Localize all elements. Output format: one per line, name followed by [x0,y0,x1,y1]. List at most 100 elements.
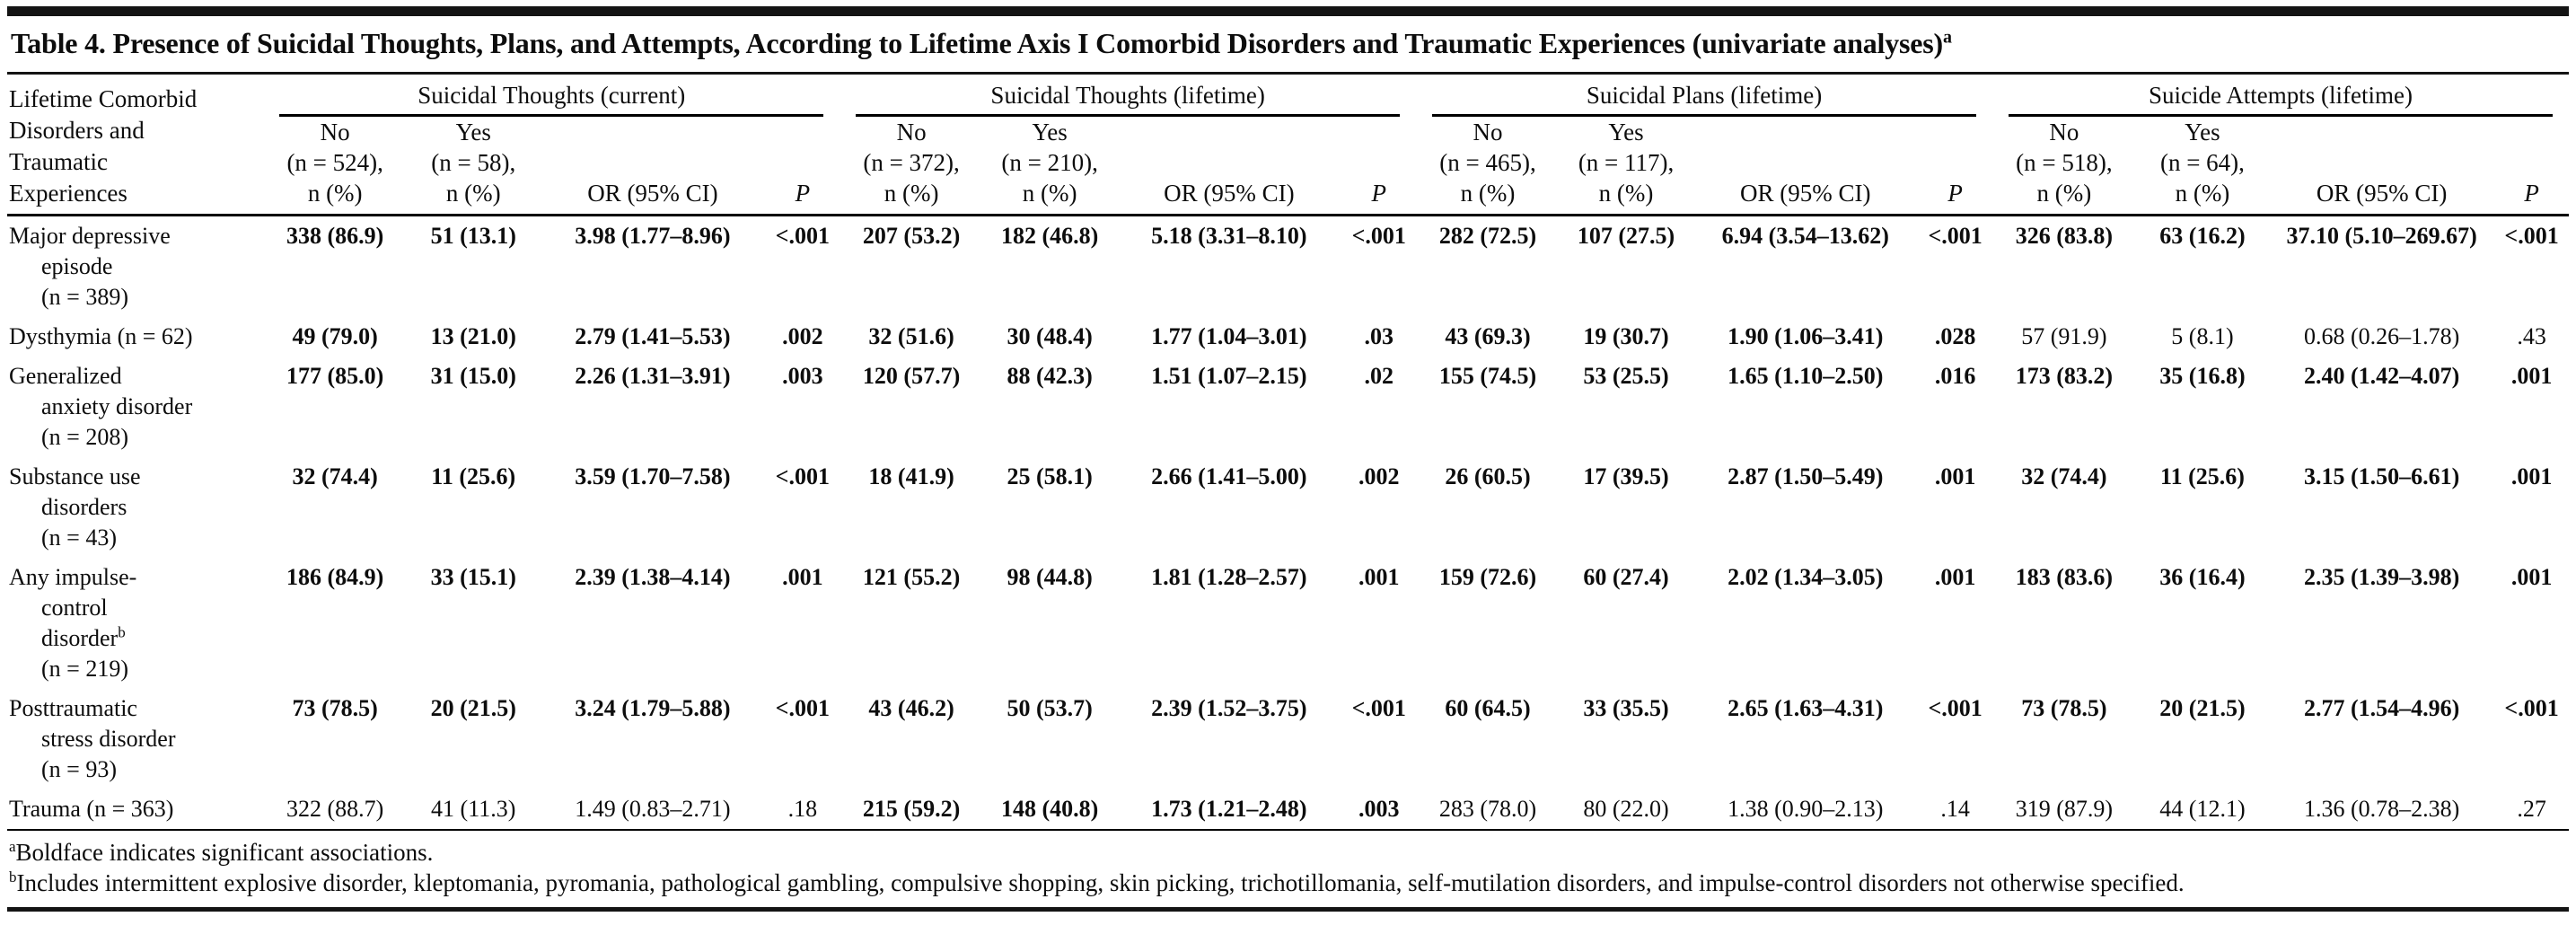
row-label-line: Posttraumatic [9,695,137,721]
row-label-line: Generalized [9,363,122,389]
table-cell: 1.38 (0.90–2.13) [1692,789,1919,831]
subcolumn-header-line: No [896,119,927,145]
table-cell: <.001 [1928,695,1983,721]
table-cell: 26 (60.5) [1445,463,1531,489]
subcolumn-header: No (n = 372), n (%) [840,117,983,216]
table-title: Table 4. Presence of Suicidal Thoughts, … [7,16,2569,75]
table-cell: <.001 [1351,695,1406,721]
subcolumn-header-line: (n = 372), [863,149,960,176]
table-cell: .016 [1934,363,1976,389]
table-cell: 32 (74.4) [2021,463,2107,489]
footnote-marker: a [9,838,16,855]
table-cell: 107 (27.5) [1577,223,1675,249]
table-row: Substance use disorders (n = 43) 32 (74.4) 1… [7,457,2569,558]
table-cell: 2.35 (1.39–3.98) [2303,564,2460,590]
subcolumn-header: Yes (n = 117), n (%) [1559,117,1693,216]
table-cell: 20 (21.5) [2159,695,2246,721]
subcolumn-header-line: Yes [2185,119,2220,145]
table-cell: 338 (86.9) [286,223,384,249]
table-cell: 186 (84.9) [286,564,384,590]
table-cell: 3.59 (1.70–7.58) [575,463,731,489]
table-cell: 207 (53.2) [862,223,961,249]
footnote-text: Boldface indicates significant associati… [15,839,434,866]
subcolumn-header-line: No [2049,119,2079,145]
subcolumn-header-line: (n = 64), [2159,149,2245,176]
stub-header-line: Lifetime Comorbid [9,85,198,112]
subcolumn-header-line: n (%) [1022,180,1077,207]
table-cell: 44 (12.1) [2135,789,2270,831]
table-cell: 2.77 (1.54–4.96) [2303,695,2460,721]
table-cell: <.001 [775,695,830,721]
column-group-header-1: Suicidal Thoughts (current) [263,75,840,117]
table-cell: .001 [2510,564,2553,590]
row-label-line: Trauma (n = 363) [9,796,174,822]
row-label: Major depressive episode (n = 389) [7,216,263,318]
table-cell: .003 [782,363,823,389]
table-cell: 33 (15.1) [430,564,516,590]
table-header: Lifetime Comorbid Disorders and Traumatic E… [7,75,2569,216]
subcolumn-header: P [2494,117,2569,216]
table-cell: 6.94 (3.54–13.62) [1721,223,1889,249]
subcolumn-header-line: Yes [1608,119,1644,145]
subcolumn-header-line: (n = 524), [286,149,383,176]
table-cell: 148 (40.8) [982,789,1117,831]
table-cell: 2.02 (1.34–3.05) [1728,564,1884,590]
column-group-label: Suicidal Thoughts (current) [279,82,824,117]
row-label-line: (n = 219) [41,656,128,682]
table-cell: <.001 [1928,223,1983,249]
subcolumn-header: P [765,117,840,216]
table-title-footnote-marker: a [1942,27,1952,48]
table-cell: .001 [1358,564,1400,590]
table-cell: 80 (22.0) [1559,789,1693,831]
row-label: Posttraumatic stress disorder (n = 93) [7,689,263,789]
table-cell: 173 (83.2) [2015,363,2114,389]
subcolumn-header-line: (n = 58), [431,149,516,176]
subcolumn-header-line: OR (95% CI) [587,180,718,207]
row-label-line: Any impulse- [9,564,137,590]
table-cell: 98 (44.8) [1007,564,1093,590]
footnotes: aBoldface indicates significant associat… [7,831,2569,905]
table-cell: 63 (16.2) [2159,223,2246,249]
row-label-line: Major depressive [9,223,171,249]
table-cell: 11 (25.6) [431,463,516,489]
table-cell: 73 (78.5) [2021,695,2107,721]
subcolumn-header-line: (n = 465), [1439,149,1536,176]
table-cell: 182 (46.8) [1000,223,1099,249]
table-cell: 50 (53.7) [1007,695,1093,721]
row-label-line: disorderb [41,623,126,651]
footnote: aBoldface indicates significant associat… [9,837,2567,868]
row-label: Generalized anxiety disorder (n = 208) [7,357,263,457]
table-cell: <.001 [1351,223,1406,249]
table-cell: 159 (72.6) [1438,564,1537,590]
row-label-line: (n = 43) [41,524,117,551]
table-cell: 2.79 (1.41–5.53) [575,323,731,349]
table-cell: 57 (91.9) [2021,323,2107,349]
table-cell: 2.87 (1.50–5.49) [1728,463,1884,489]
table-cell: .003 [1341,789,1417,831]
subcolumn-header-line: (n = 117), [1578,149,1675,176]
table-cell: .02 [1364,363,1394,389]
table-cell: 60 (64.5) [1445,695,1531,721]
table-cell: 2.39 (1.52–3.75) [1151,695,1307,721]
table-cell: 1.49 (0.83–2.71) [540,789,766,831]
table-cell: 2.66 (1.41–5.00) [1151,463,1307,489]
table-cell: 31 (15.0) [430,363,516,389]
table-cell: 33 (35.5) [1583,695,1669,721]
subcolumn-header-line: n (%) [1460,180,1516,207]
row-label-line: stress disorder [41,726,176,752]
subcolumn-header-line: Yes [1032,119,1068,145]
table-cell: .27 [2494,789,2569,831]
subcolumn-header-line: P [1947,180,1963,207]
bottom-rule [7,907,2569,912]
table-row: Dysthymia (n = 62) 49 (79.0) 13 (21.0) 2.79… [7,317,2569,357]
subcolumn-header: P [1341,117,1417,216]
table-cell: 2.40 (1.42–4.07) [2303,363,2460,389]
header-row-subcolumns: No (n = 524), n (%) Yes (n = 58), n (%) OR (95… [7,117,2569,216]
table-row: Any impulse-control disorderb (n = 219) 186… [7,558,2569,689]
footnote-text: Includes intermittent explosive disorder… [16,869,2185,896]
subcolumn-header-line: n (%) [2036,180,2092,207]
subcolumn-header: No (n = 518), n (%) [1992,117,2136,216]
table-row: Major depressive episode (n = 389) 338 (86.… [7,216,2569,318]
subcolumn-header-line: n (%) [445,180,501,207]
table-cell: .002 [782,323,823,349]
